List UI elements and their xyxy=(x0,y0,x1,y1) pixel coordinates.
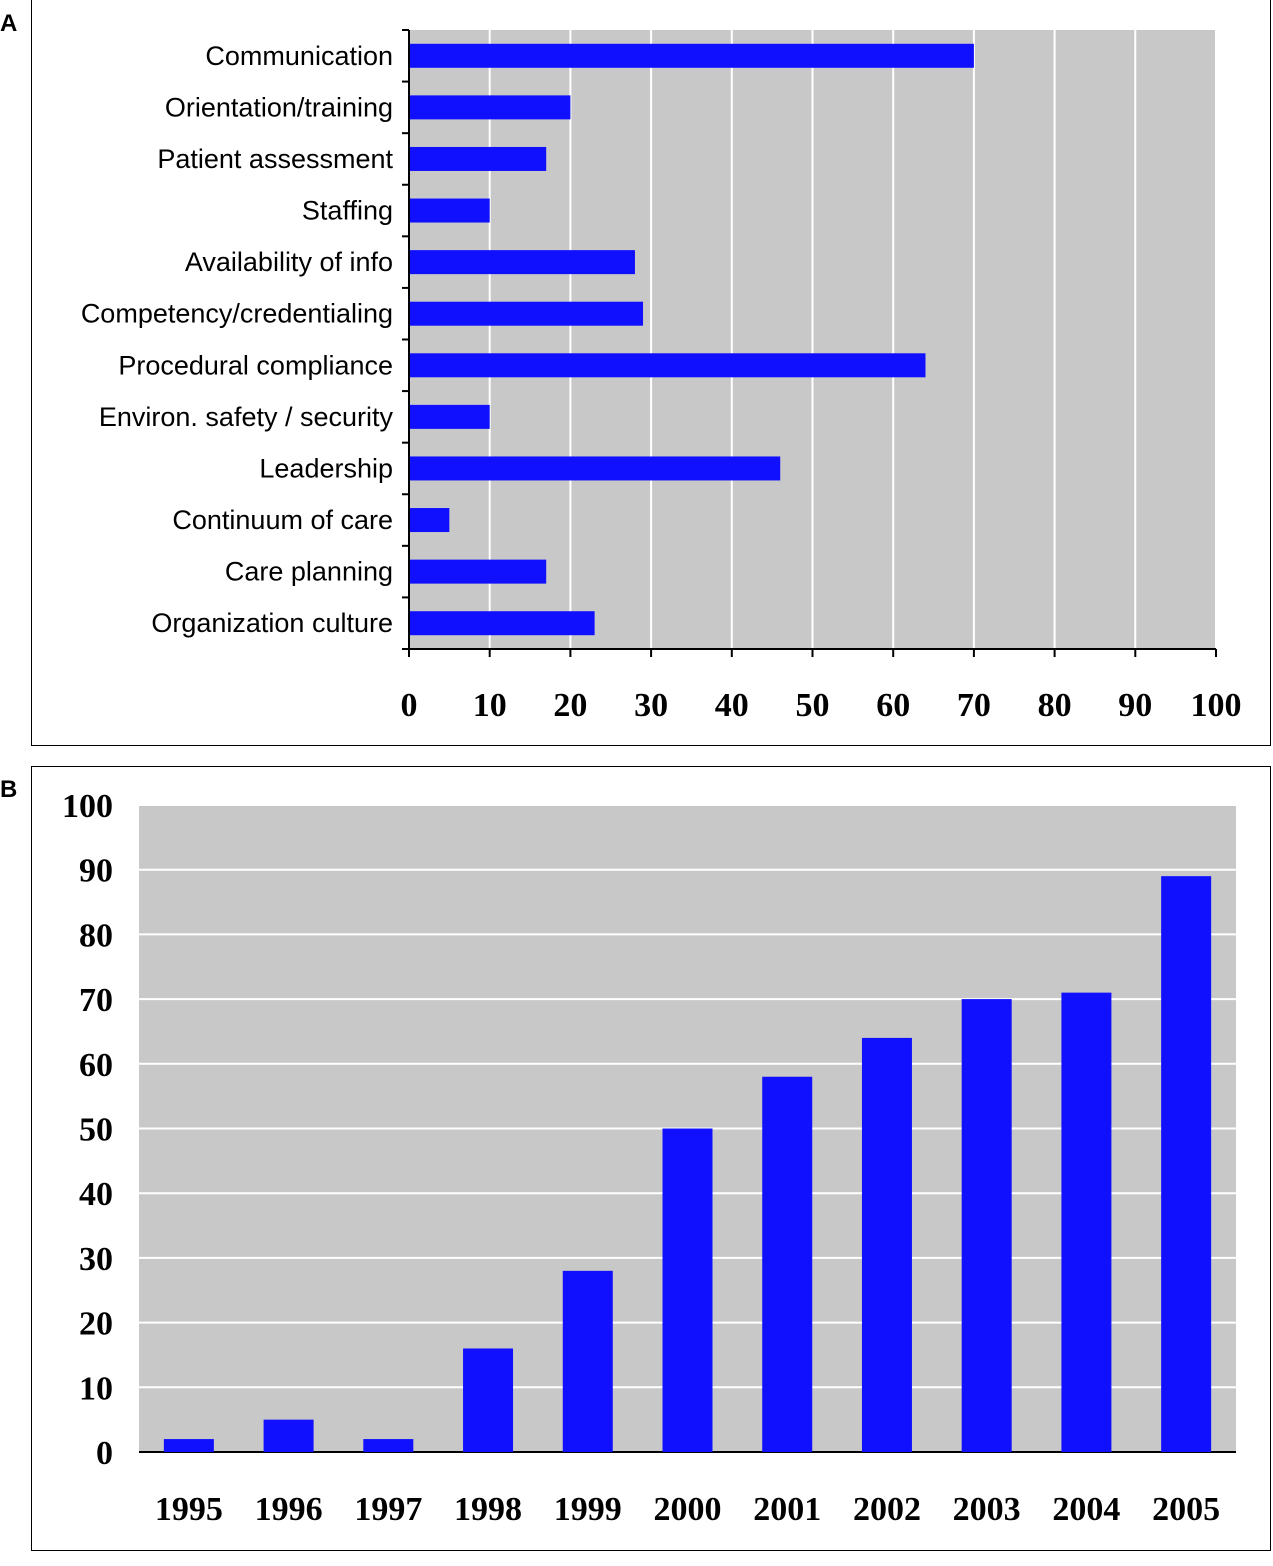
bar xyxy=(410,404,490,429)
x-tick-label: 1999 xyxy=(554,1491,622,1528)
category-label: Orientation/training xyxy=(165,92,393,122)
y-tick-label: 80 xyxy=(79,917,113,954)
category-label: Organization culture xyxy=(151,608,393,638)
bar xyxy=(1061,992,1112,1452)
x-tick-label: 30 xyxy=(634,687,668,724)
x-tick-label: 2002 xyxy=(853,1491,921,1528)
x-tick-label: 80 xyxy=(1038,687,1072,724)
x-tick-label: 2000 xyxy=(654,1491,722,1528)
category-label: Communication xyxy=(205,41,393,71)
y-tick-label: 50 xyxy=(79,1112,113,1149)
bar xyxy=(410,198,490,223)
y-tick-label: 0 xyxy=(96,1435,113,1472)
x-tick-label: 60 xyxy=(876,687,910,724)
x-tick-label: 70 xyxy=(957,687,991,724)
bar xyxy=(410,301,644,326)
bar xyxy=(410,456,781,481)
category-label: Competency/credentialing xyxy=(81,299,393,329)
x-tick-label: 1995 xyxy=(155,1491,223,1528)
chart-b-vertical-bar: 0 10 20 30 40 50 60 70 80 90 100 1995 1996 1997 1998 19… xyxy=(62,788,1236,1528)
x-tick-label: 2003 xyxy=(953,1491,1021,1528)
x-tick-label: 100 xyxy=(1191,687,1242,724)
bar xyxy=(762,1076,813,1452)
panel-b-label: B xyxy=(0,776,18,803)
panel-a-label: A xyxy=(0,10,18,37)
bar xyxy=(662,1128,713,1452)
x-tick-label: 2004 xyxy=(1052,1491,1120,1528)
bar xyxy=(410,43,974,68)
y-tick-label: 100 xyxy=(62,788,113,825)
x-tick-label: 50 xyxy=(796,687,830,724)
category-label: Environ. safety / security xyxy=(99,402,394,432)
bar xyxy=(263,1419,314,1452)
bar xyxy=(1161,876,1212,1452)
bar xyxy=(363,1439,414,1452)
bar xyxy=(463,1348,514,1452)
bar xyxy=(410,146,547,171)
bar xyxy=(861,1037,912,1452)
x-tick-label: 2005 xyxy=(1152,1491,1220,1528)
y-tick-label: 90 xyxy=(79,853,113,890)
bar xyxy=(961,999,1012,1452)
bar xyxy=(163,1439,214,1452)
x-tick-label: 20 xyxy=(553,687,587,724)
bar xyxy=(410,353,926,378)
bar xyxy=(410,559,547,584)
y-tick-label: 20 xyxy=(79,1306,113,1343)
bar xyxy=(410,508,450,533)
x-tick-label: 40 xyxy=(715,687,749,724)
y-tick-label: 60 xyxy=(79,1047,113,1084)
x-tick-label: 1998 xyxy=(454,1491,522,1528)
category-label: Procedural compliance xyxy=(118,350,393,380)
x-tick-label: 1997 xyxy=(354,1491,422,1528)
category-label: Staffing xyxy=(302,196,393,226)
category-label: Care planning xyxy=(225,557,393,587)
y-tick-label: 10 xyxy=(79,1370,113,1407)
x-tick-label: 1996 xyxy=(255,1491,323,1528)
category-label: Patient assessment xyxy=(157,144,393,174)
x-tick-label: 90 xyxy=(1118,687,1152,724)
y-tick-label: 30 xyxy=(79,1241,113,1278)
category-label: Continuum of care xyxy=(172,505,393,535)
bar xyxy=(410,95,571,120)
category-label: Availability of info xyxy=(185,247,393,277)
bar xyxy=(410,250,635,275)
category-label: Leadership xyxy=(259,453,393,483)
x-tick-label: 10 xyxy=(473,687,507,724)
bar xyxy=(562,1270,613,1452)
bar xyxy=(410,611,595,636)
chart-a-horizontal-bar: 0 10 20 30 40 50 60 70 80 90 100 Communication Orien… xyxy=(81,29,1242,724)
x-tick-label: 0 xyxy=(401,687,418,724)
y-tick-label: 70 xyxy=(79,982,113,1019)
x-tick-label: 2001 xyxy=(753,1491,821,1528)
y-tick-label: 40 xyxy=(79,1176,113,1213)
